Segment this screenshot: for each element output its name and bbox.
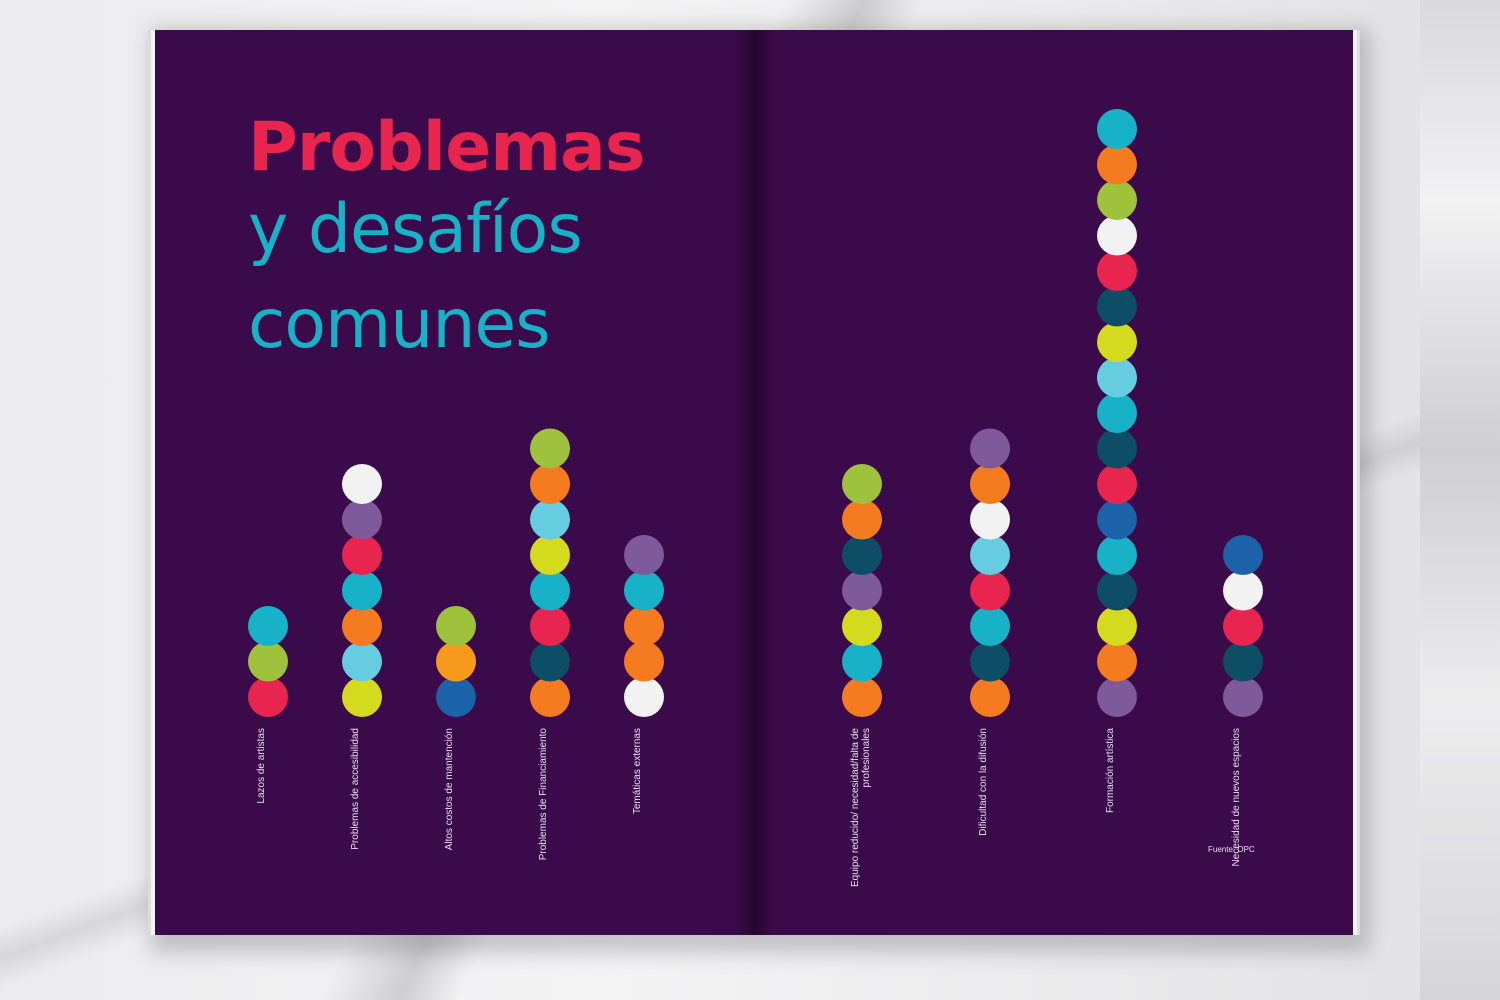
chart-dot — [530, 570, 570, 611]
chart-dot — [248, 606, 288, 646]
chart-dot — [436, 677, 476, 717]
page-title-line-1: Problemas — [248, 108, 645, 187]
chart-dot — [842, 464, 882, 504]
chart-dot — [248, 641, 288, 682]
chart-dot — [1097, 570, 1137, 611]
dot-column — [624, 535, 664, 717]
chart-dot — [1097, 641, 1137, 682]
chart-dot — [1097, 251, 1137, 291]
category-label-text: Altos costos de mantención — [444, 728, 455, 851]
chart-dot — [1097, 215, 1137, 256]
chart-dot — [970, 499, 1010, 540]
chart-dot — [436, 641, 476, 682]
dot-column — [1223, 535, 1263, 717]
chart-dot — [1097, 144, 1137, 185]
chart-dot — [530, 499, 570, 540]
category-label-text: Formación artística — [1105, 728, 1116, 814]
chart-dot — [436, 606, 476, 646]
chart-dot — [342, 570, 382, 611]
left-page — [155, 30, 755, 935]
chart-dot — [1097, 180, 1137, 220]
chart-dot — [530, 428, 570, 469]
chart-dot — [530, 464, 570, 504]
chart-dot — [842, 535, 882, 575]
chart-dot — [530, 641, 570, 682]
dot-column — [436, 606, 476, 717]
chart-dot — [530, 535, 570, 575]
chart-dot — [1097, 428, 1137, 469]
background-panel — [1420, 0, 1500, 1000]
chart-dot — [1097, 286, 1137, 327]
book-spine — [735, 30, 775, 935]
chart-dot — [342, 535, 382, 575]
chart-dot — [248, 677, 288, 717]
chart-dot — [842, 606, 882, 646]
chart-dot — [842, 641, 882, 682]
chart-dot — [1097, 109, 1137, 149]
chart-dot — [1097, 357, 1137, 398]
chart-dot — [342, 499, 382, 540]
dot-column — [1097, 109, 1137, 717]
chart-dot — [1097, 606, 1137, 646]
chart-dot — [970, 428, 1010, 469]
chart-dot — [842, 499, 882, 540]
chart-dot — [970, 677, 1010, 717]
chart-dot — [530, 606, 570, 646]
chart-dot — [624, 570, 664, 611]
page-title-line-2: y desafíos — [248, 190, 583, 269]
chart-dot — [970, 464, 1010, 504]
page-title-line-3: comunes — [248, 285, 551, 364]
chart-dot — [624, 535, 664, 575]
chart-dot — [1223, 641, 1263, 682]
dot-column — [342, 464, 382, 717]
chart-dot — [1223, 677, 1263, 717]
category-label-text: Temáticas externas — [632, 728, 643, 815]
chart-dot — [970, 535, 1010, 575]
dot-column — [842, 464, 882, 717]
dot-column — [970, 428, 1010, 717]
category-label-text: Equipo reducido/ necesidad/falta de prof… — [850, 728, 872, 888]
category-label-text: Problemas de accesibilidad — [350, 728, 361, 850]
chart-dot — [342, 677, 382, 717]
chart-dot — [342, 464, 382, 504]
chart-dot — [624, 606, 664, 646]
chart-dot — [1097, 535, 1137, 575]
category-label-text: Dificultad con la difusión — [978, 728, 989, 836]
chart-dot — [1097, 322, 1137, 362]
category-label-text: Lazos de artistas — [256, 728, 267, 804]
chart-dot — [342, 606, 382, 646]
chart-dot — [842, 570, 882, 611]
chart-dot — [342, 641, 382, 682]
chart-dot — [624, 677, 664, 717]
chart-dot — [530, 677, 570, 717]
chart-dot — [1097, 464, 1137, 504]
chart-dot — [1097, 677, 1137, 717]
chart-dot — [970, 641, 1010, 682]
chart-dot — [970, 570, 1010, 611]
chart-dot — [1097, 499, 1137, 540]
category-label-text: Problemas de Financiamiento — [538, 728, 549, 861]
dot-column — [530, 428, 570, 717]
chart-dot — [1097, 393, 1137, 433]
chart-dot — [970, 606, 1010, 646]
chart-dot — [1223, 535, 1263, 575]
chart-dot — [1223, 606, 1263, 646]
chart-dot — [1223, 570, 1263, 611]
source-note: Fuente: OPC — [1208, 845, 1255, 854]
chart-dot — [842, 677, 882, 717]
chart-dot — [624, 641, 664, 682]
dot-column — [248, 606, 288, 717]
category-label-text: Necesidad de nuevos espacios — [1231, 728, 1242, 867]
